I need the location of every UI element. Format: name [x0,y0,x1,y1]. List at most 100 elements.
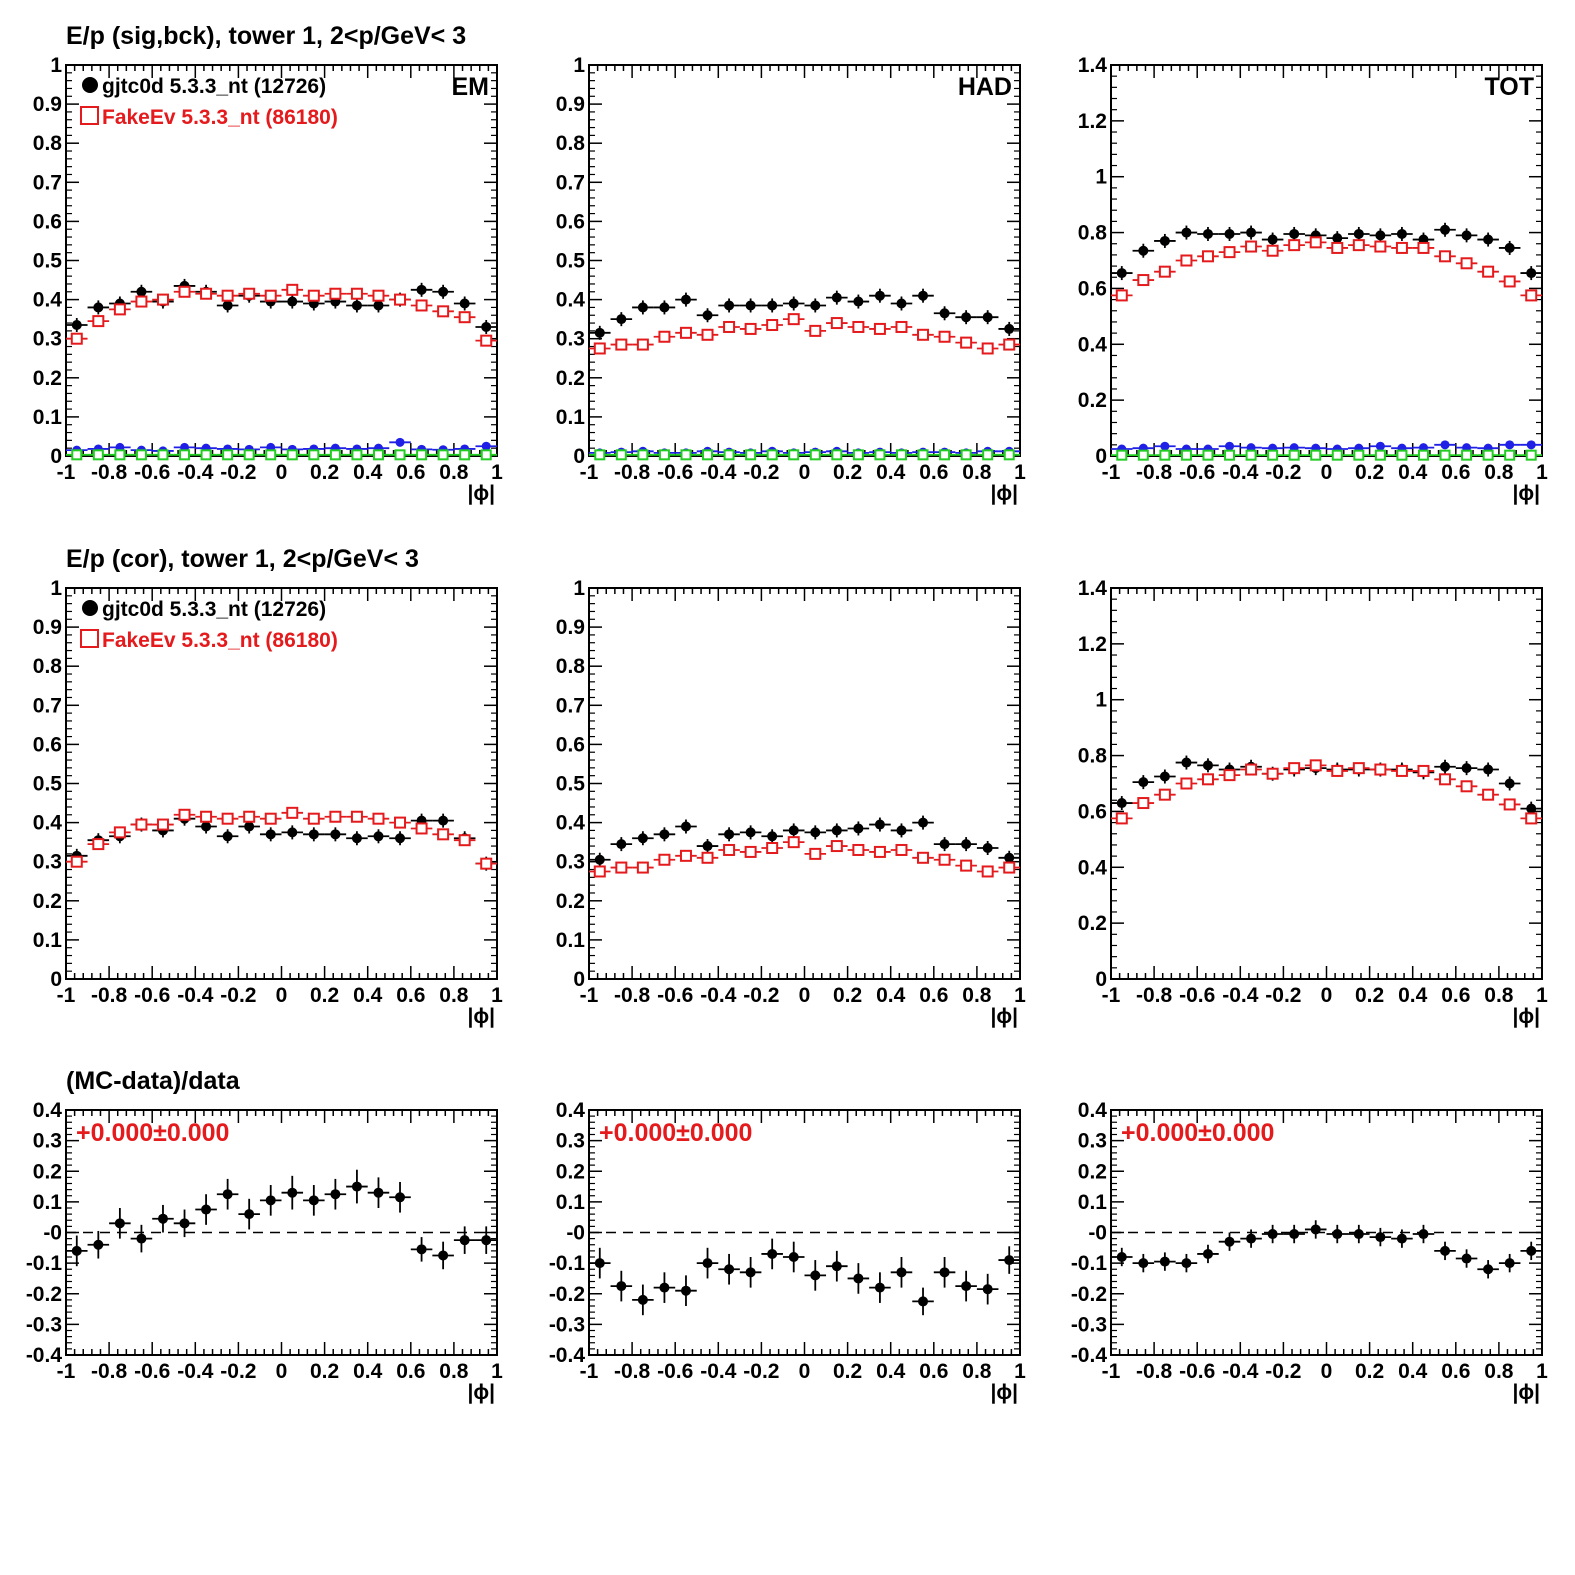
mc-point [1331,241,1344,254]
data-point [745,300,756,311]
data-point [1116,268,1127,279]
x-tick-label: 0.4 [1398,461,1428,484]
ratio-point [702,1258,713,1269]
mc-point [415,299,428,312]
mc-point [1395,241,1408,254]
bck-mc-point [372,449,384,461]
x-tick-label: 0.4 [876,1360,906,1383]
data-point [71,320,82,331]
data-point [853,823,864,834]
bck-mc-point [1245,449,1257,461]
mc-point [1003,861,1016,874]
y-tick-label: 1.2 [1078,633,1107,656]
bck-point [1440,440,1450,450]
bck-mc-point [1396,449,1408,461]
bck-mc-point [286,449,298,461]
legend-data-marker [82,600,98,616]
mc-point [1374,763,1387,776]
bck-mc-point [200,449,212,461]
mc-point [200,287,213,300]
y-tick-label: 1 [50,54,62,77]
mc-point [787,313,800,326]
ratio-point [788,1252,799,1262]
y-tick-label: 0.8 [33,655,63,678]
bck-point [1375,441,1385,451]
data-point [1246,227,1257,238]
x-tick-label: 0.8 [439,461,469,484]
data-point [1440,224,1451,235]
ratio-point [330,1189,341,1200]
series-ratio [66,1169,497,1270]
data-point [1461,763,1472,774]
bck-mc-point [480,449,492,461]
bck-mc-point [1353,449,1365,461]
x-tick-label: -0.8 [1136,984,1173,1007]
series-mc [589,836,1020,878]
ratio-point [616,1281,627,1292]
legend: gjtc0d 5.3.3_nt (12726) FakeEv 5.3.3_nt (… [80,598,338,652]
mc-point [701,851,714,864]
mc-point [458,834,471,847]
x-tick-label: -0.6 [657,984,693,1007]
bck-mc-point [265,449,277,461]
bck-mc-point [351,449,363,461]
x-tick-label: -1 [1102,984,1121,1007]
data-point [680,294,691,305]
bck-mc-point [1310,449,1322,461]
bck-mc-point [1116,449,1128,461]
x-tick-label: 0.6 [396,984,425,1007]
x-tick-label: 0.2 [310,984,339,1007]
y-tick-label: 0.8 [1078,222,1108,245]
ratio-point [680,1285,691,1296]
data-point [1504,242,1515,253]
data-point [961,839,972,850]
bck-mc-point [939,449,951,461]
mc-point [329,810,342,823]
x-tick-label: -1 [1102,461,1121,484]
ratio-point [1375,1232,1386,1243]
series-mc [66,283,497,347]
x-axis-label: |ϕ| [1513,1381,1541,1404]
x-tick-label: -0.8 [91,461,128,484]
data-point [244,821,255,832]
bck-mc-point [308,449,320,461]
y-tick-label: 0.4 [33,812,63,835]
ratio-point [939,1267,950,1278]
y-tick-label: 0.2 [556,1160,585,1183]
ratio-point [1483,1264,1494,1275]
bck-mc-point [1439,449,1451,461]
data-point [767,831,778,842]
y-tick-label: 0.9 [556,93,585,116]
y-tick-label: 0.3 [556,1130,585,1153]
y-tick-label: 0.8 [33,132,63,155]
data-point [1004,323,1015,334]
data-point [351,300,362,311]
panel-label: HAD [958,73,1012,101]
bck-mc-point [459,449,471,461]
data-point [659,302,670,313]
ratio-point [745,1267,756,1278]
ratio-point [767,1248,778,1259]
mc-point [1439,250,1452,263]
y-tick-label: 1.4 [1078,577,1108,600]
ratio-point [1181,1258,1192,1269]
data-point [810,827,821,838]
y-tick-label: -0.3 [549,1313,585,1336]
x-tick-label: 0 [276,461,288,484]
y-tick-label: 1 [573,577,585,600]
y-tick-label: -0.1 [1071,1252,1108,1275]
ratio-point [373,1187,384,1198]
x-axis-label: |ϕ| [468,1005,496,1028]
series-mc [1111,759,1542,825]
data-point [874,290,885,301]
data-point [330,829,341,840]
bck-mc-point [788,449,800,461]
bck-mc-point [394,449,406,461]
x-tick-label: -0.4 [1222,1360,1259,1383]
data-point [373,831,384,842]
series-mc [66,806,497,870]
mc-point [437,828,450,841]
bck-mc-point [615,449,627,461]
data-point [961,312,972,323]
mc-point [895,320,908,333]
